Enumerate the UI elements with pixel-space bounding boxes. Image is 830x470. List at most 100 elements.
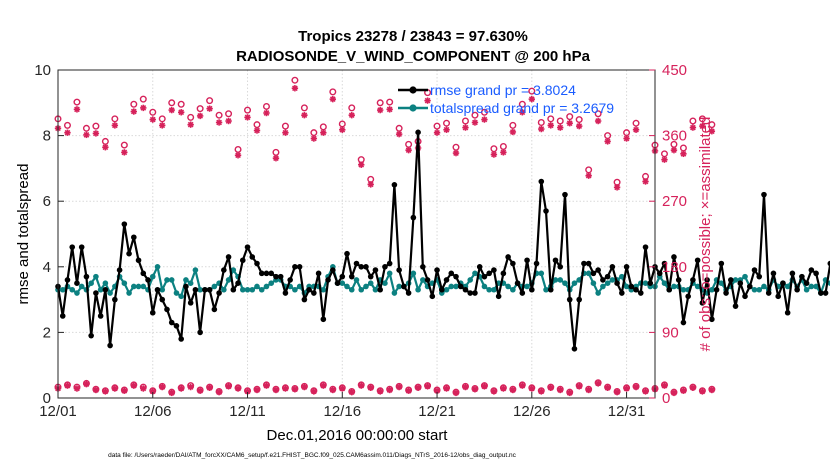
obs-star-stroke xyxy=(424,383,431,390)
y-tick-label-left: 4 xyxy=(43,259,51,276)
rmse-point xyxy=(225,254,232,260)
obs-possible-marker xyxy=(556,117,564,125)
totalspread-point xyxy=(187,280,194,287)
obs-star-stroke xyxy=(273,387,279,393)
obs-star-stroke xyxy=(481,383,488,390)
obs-possible-marker xyxy=(679,144,687,152)
chart-title-line1: Tropics 23278 / 23843 = 97.630% xyxy=(298,28,528,45)
totalspread-point xyxy=(491,286,497,293)
obs-assimilated-marker xyxy=(358,161,365,168)
obs-possible-marker xyxy=(196,105,204,113)
obs-star-stroke xyxy=(528,385,535,392)
totalspread-point xyxy=(249,286,256,293)
totalspread-point xyxy=(415,286,421,293)
rmse-point xyxy=(742,293,748,300)
rmse-point xyxy=(429,293,436,300)
obs-star-stroke xyxy=(642,178,649,185)
obs-possible-marker xyxy=(433,122,441,130)
obs-assimilated-marker xyxy=(481,116,488,123)
rmse-point xyxy=(543,208,549,214)
totalspread-point xyxy=(386,270,393,277)
obs-star-stroke xyxy=(500,149,507,156)
rmse-point xyxy=(396,267,402,273)
obs-star-stroke xyxy=(690,124,696,131)
obs-assimilated-low-marker xyxy=(310,388,318,395)
x-tick-label: 12/06 xyxy=(134,403,172,420)
obs-star-stroke xyxy=(443,126,450,133)
obs-possible-marker xyxy=(215,111,223,119)
obs-assimilated-low-marker xyxy=(140,385,147,392)
obs-assimilated-marker xyxy=(538,125,545,133)
obs-possible-marker xyxy=(82,124,90,132)
obs-possible-marker xyxy=(528,87,536,95)
rmse-point xyxy=(789,270,796,277)
rmse-point xyxy=(325,277,331,283)
rmse-point xyxy=(481,273,488,280)
rmse-point xyxy=(746,283,753,290)
obs-assimilated-low-marker xyxy=(73,385,81,392)
totalspread-point xyxy=(524,283,530,290)
obs-star-stroke xyxy=(690,384,696,391)
rmse-point xyxy=(244,244,251,250)
totalspread-point xyxy=(756,286,763,293)
obs-possible-marker xyxy=(443,119,451,127)
totalspread-point xyxy=(78,283,85,290)
rmse-line xyxy=(56,131,830,350)
y-tick-label-left: 6 xyxy=(43,193,51,210)
obs-star-stroke xyxy=(187,121,194,128)
rmse-point xyxy=(713,286,720,293)
x-axis-label: Dec.01,2016 00:00:00 start xyxy=(267,427,449,444)
obs-assimilated-low-marker xyxy=(585,386,592,394)
rmse-point xyxy=(254,260,260,267)
totalspread-point xyxy=(363,283,369,290)
obs-assimilated-low-marker xyxy=(490,388,498,395)
obs-star-stroke xyxy=(538,126,545,132)
obs-assimilated-marker xyxy=(320,129,327,136)
totalspread-point xyxy=(149,273,156,280)
obs-star-stroke xyxy=(623,135,630,142)
obs-star-stroke xyxy=(614,184,620,191)
totalspread-point xyxy=(88,280,94,287)
totalspread-point xyxy=(420,277,426,283)
plot-frame xyxy=(57,69,656,399)
rmse-point xyxy=(377,286,383,293)
obs-star-stroke xyxy=(671,147,677,154)
rmse-point xyxy=(552,257,559,264)
rmse-point xyxy=(656,270,663,277)
obs-star-stroke xyxy=(642,388,649,395)
obs-assimilated-marker xyxy=(613,184,621,191)
obs-assimilated-low-marker xyxy=(253,386,261,394)
obs-assimilated-low-marker xyxy=(557,386,564,394)
obs-star-stroke xyxy=(102,144,109,151)
obs-star-stroke xyxy=(244,114,251,121)
totalspread-point xyxy=(258,286,265,293)
obs-assimilated-low-marker xyxy=(395,383,403,391)
totalspread-point xyxy=(600,283,606,290)
obs-assimilated-low-marker xyxy=(528,385,536,392)
totalspread-point xyxy=(263,283,270,290)
obs-possible-marker xyxy=(585,166,593,174)
y-tick-label-right: 90 xyxy=(662,324,679,341)
obs-possible-marker xyxy=(262,102,270,110)
obs-assimilated-low-marker xyxy=(272,386,280,394)
x-tick-label: 12/26 xyxy=(513,403,551,420)
y-tick-label-left: 0 xyxy=(43,390,51,407)
totalspread-point xyxy=(74,290,80,296)
totalspread-point xyxy=(396,283,402,290)
obs-assimilated-marker xyxy=(547,122,554,129)
totalspread-point xyxy=(211,283,218,290)
rmse-point xyxy=(822,290,829,296)
obs-assimilated-marker xyxy=(424,97,431,104)
obs-assimilated-marker xyxy=(708,128,716,135)
totalspread-point xyxy=(619,273,625,280)
rmse-point xyxy=(78,244,85,250)
obs-star-stroke xyxy=(348,389,355,396)
rmse-point xyxy=(827,260,830,267)
totalspread-point xyxy=(453,283,459,290)
rmse-point xyxy=(258,270,265,277)
rmse-point xyxy=(756,273,763,280)
rmse-point xyxy=(183,283,189,290)
x-tick-label: 12/16 xyxy=(324,403,362,420)
legend-spread-marker xyxy=(409,104,417,112)
obs-assimilated-low-marker xyxy=(263,382,270,389)
